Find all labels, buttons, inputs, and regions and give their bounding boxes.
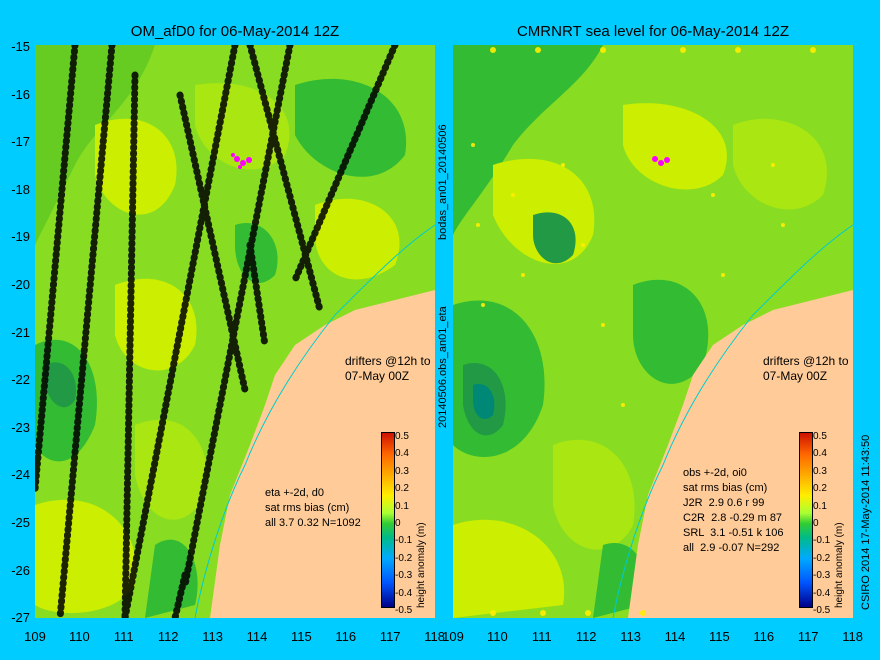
- right-map-title: CMRNRT sea level for 06-May-2014 12Z: [516, 23, 790, 40]
- drifter-tracks: [652, 156, 670, 166]
- x-tick-label: 116: [753, 629, 775, 644]
- y-tick-label: -18: [11, 181, 30, 197]
- colorbar-tick: 0.3: [395, 465, 409, 477]
- y-tick-label: -17: [11, 134, 30, 150]
- colorbar-tick: 0.2: [395, 483, 409, 495]
- x-tick-label: 111: [531, 629, 552, 644]
- colorbar-tick: -0.5: [813, 605, 831, 617]
- x-tick-label: 116: [335, 629, 357, 644]
- x-tick-label: 114: [664, 629, 686, 644]
- colorbar-tick: 0.2: [813, 483, 827, 495]
- satellite-tracks: [35, 45, 399, 618]
- left-colorbar: [381, 432, 395, 608]
- y-tick-label: -22: [11, 372, 30, 388]
- x-tick-label: 111: [113, 629, 134, 644]
- x-tick-label: 110: [69, 629, 90, 644]
- y-tick-label: -27: [11, 610, 30, 626]
- y-tick-label: -19: [11, 229, 30, 245]
- y-tick-label: -23: [11, 419, 30, 435]
- colorbar-tick: 0.1: [395, 500, 409, 512]
- left-map-title: OM_afD0 for 06-May-2014 12Z: [130, 23, 340, 40]
- colorbar-tick: -0.3: [813, 570, 831, 582]
- anomaly-contours: [35, 45, 407, 618]
- y-tick-label: -21: [11, 324, 30, 340]
- right-drifters-label: drifters @12h to 07-May 00Z: [763, 354, 849, 383]
- left-colorbar-ticks: 0.5 0.4 0.3 0.2 0.1 0 -0.1 -0.2 -0.3 -0.4 -0.5: [395, 428, 412, 619]
- colorbar-tick: 0.5: [813, 431, 827, 442]
- landmass: [628, 290, 853, 618]
- x-tick-label: 109: [24, 629, 46, 644]
- x-tick-label: 110: [487, 629, 508, 644]
- right-stats-text: obs +-2d, oi0 sat rms bias (cm) J2R 2.9 …: [683, 467, 784, 554]
- observation-points: [471, 47, 816, 616]
- colorbar-tick: 0: [813, 518, 819, 530]
- x-tick-label: 115: [709, 629, 730, 644]
- x-tick-label: 117: [379, 629, 401, 644]
- colorbar-tick: -0.5: [395, 605, 413, 617]
- right-colorbar-label: height anomaly (m): [834, 522, 845, 608]
- left-separator-top-text: bodas_an01_20140506: [437, 124, 449, 240]
- y-tick-label: -20: [11, 277, 30, 292]
- right-colorbar: [799, 432, 813, 608]
- colorbar-tick: 0.4: [813, 448, 827, 460]
- isobath-line: [194, 224, 435, 618]
- colorbar-tick: -0.4: [395, 587, 413, 599]
- right-map-canvas: [453, 45, 853, 618]
- credit-text: CSIRO 2014 17-May-2014 11:43:50: [860, 434, 872, 610]
- left-separator-text: 20140506.obs_an01_eta: [437, 306, 449, 428]
- right-map-panel: obs +-2d, oi0 sat rms bias (cm) J2R 2.9 …: [453, 45, 853, 618]
- colorbar-tick: -0.1: [813, 535, 831, 547]
- y-tick-label: -26: [11, 562, 30, 578]
- colorbar-tick: -0.2: [395, 552, 413, 564]
- left-map-canvas: [35, 45, 435, 618]
- colorbar-tick: 0: [395, 518, 401, 530]
- right-colorbar-ticks: 0.5 0.4 0.3 0.2 0.1 0 -0.1 -0.2 -0.3 -0.4 -0.5: [813, 428, 830, 619]
- left-stats-text: eta +-2d, d0 sat rms bias (cm) all 3.7 0…: [265, 487, 361, 529]
- colorbar-tick: -0.4: [813, 587, 831, 599]
- x-tick-label: 113: [620, 629, 641, 644]
- x-tick-label: 112: [575, 629, 597, 644]
- anomaly-contours: [453, 45, 827, 618]
- y-tick-label: -25: [11, 515, 30, 530]
- colorbar-tick: -0.2: [813, 552, 831, 564]
- left-map-panel: eta +-2d, d0 sat rms bias (cm) all 3.7 0…: [35, 45, 435, 618]
- colorbar-tick: -0.3: [395, 570, 413, 582]
- drifter-tracks: [231, 153, 252, 169]
- x-tick-label: 109: [442, 629, 464, 644]
- y-tick-label: -15: [11, 39, 30, 54]
- x-tick-label: 115: [291, 629, 312, 644]
- x-tick-label: 118: [424, 629, 445, 644]
- colorbar-tick: 0.5: [395, 431, 409, 442]
- x-tick-label: 117: [797, 629, 819, 644]
- x-tick-label: 112: [157, 629, 179, 644]
- colorbar-tick: 0.1: [813, 500, 827, 512]
- x-tick-label: 113: [202, 629, 223, 644]
- left-colorbar-label: height anomaly (m): [416, 522, 427, 608]
- y-tick-label: -16: [11, 86, 30, 102]
- x-tick-label: 114: [246, 629, 268, 644]
- landmass: [210, 290, 435, 618]
- colorbar-tick: 0.4: [395, 448, 409, 460]
- left-drifters-label: drifters @12h to 07-May 00Z: [345, 354, 431, 383]
- colorbar-tick: 0.3: [813, 465, 827, 477]
- isobath-line: [612, 224, 853, 618]
- x-tick-label: 118: [842, 629, 863, 644]
- y-tick-label: -24: [11, 467, 30, 483]
- colorbar-tick: -0.1: [395, 535, 413, 547]
